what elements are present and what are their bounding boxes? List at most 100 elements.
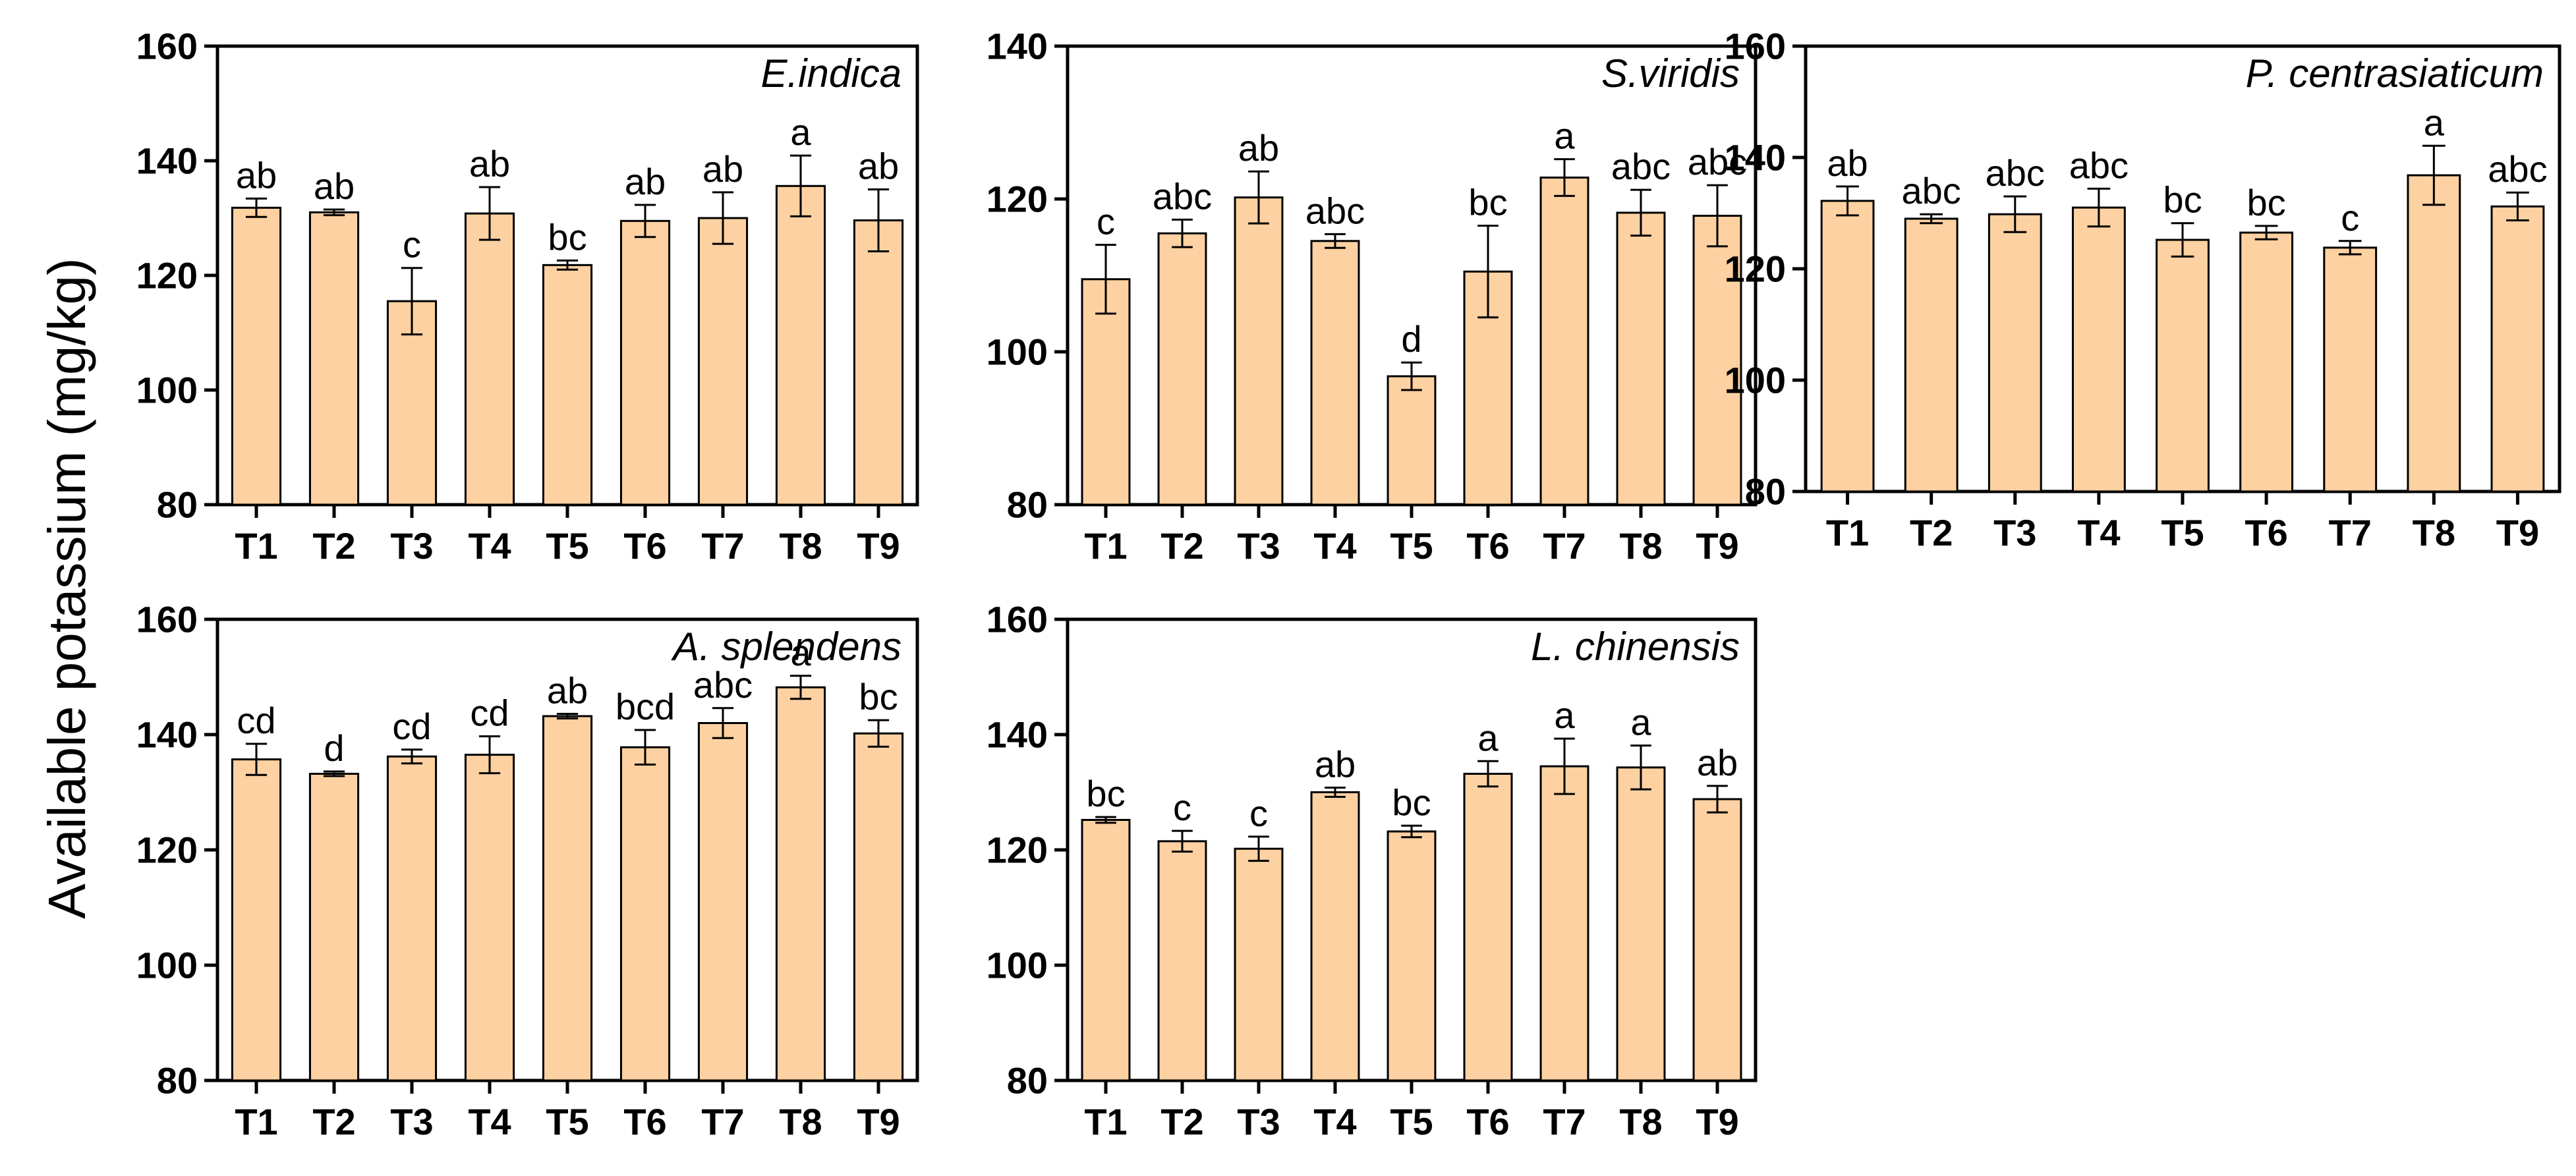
significance-letter: bc [1468,182,1507,223]
significance-letter: c [403,224,421,266]
significance-letter: abc [1688,141,1747,182]
bar-t8 [2407,174,2461,493]
x-tick-label: T2 [1910,512,1953,553]
bar-t1 [231,758,282,1082]
y-tick-label: 140 [136,140,198,182]
significance-letter: bc [548,216,587,258]
x-tick-label: T6 [2245,512,2287,553]
significance-letter: bc [1392,781,1431,823]
panel-title: A. splendens [671,625,902,669]
x-tick-label: T8 [779,1101,822,1142]
bar-t1 [231,206,282,506]
significance-letter: abc [693,664,753,706]
bar-t9 [853,732,904,1082]
panel-e-indica: E.indica 80 100 120 140 160 ab T1 ab T2 c T3 ab T4 bc… [136,26,919,567]
bar-t1 [1820,200,1875,493]
x-tick-label: T2 [312,525,355,567]
y-tick-label: 140 [987,26,1048,67]
significance-letter: ab [702,148,743,190]
x-tick-label: T7 [701,525,744,567]
panel-p-centrasiaticum: P. centrasiaticum 80100120140160abT1abcT… [1725,26,2562,553]
panel-title: L. chinensis [1531,625,1740,669]
y-tick-label: 140 [987,714,1048,756]
bar-t9 [853,219,904,506]
significance-letter: ab [1697,742,1738,783]
significance-letter: bc [2247,182,2286,223]
panel-title: P. centrasiaticum [2246,51,2544,96]
y-tick-label: 120 [987,179,1048,220]
bar-t5 [2156,238,2210,493]
x-tick-label: T9 [1696,1101,1738,1142]
y-tick-label: 120 [1725,248,1786,290]
x-tick-label: T8 [2413,512,2455,553]
significance-letter: d [324,727,344,769]
significance-letter: c [1097,201,1115,242]
significance-letter: a [1554,694,1575,736]
bar-t8 [775,686,826,1082]
y-tick-label: 80 [1007,1060,1048,1102]
significance-letter: a [1477,717,1499,758]
panel-title: E.indica [761,51,902,96]
significance-letter: a [2424,101,2445,143]
panel-title: S.viridis [1601,51,1740,96]
x-tick-label: T6 [623,525,666,567]
bar-t8 [775,184,826,506]
significance-letter: bc [2163,179,2202,221]
y-axis-title: Available potassium (mg/kg) [38,258,96,918]
significance-letter: abc [2488,148,2547,190]
significance-letter: ab [625,161,666,202]
significance-letter: ab [236,154,277,196]
y-tick-label: 160 [136,599,198,640]
x-tick-label: T1 [1826,512,1869,553]
x-tick-label: T3 [1237,525,1280,567]
significance-letter: a [1630,702,1651,743]
x-tick-label: T2 [1160,1101,1203,1142]
significance-letter: ab [1827,142,1868,184]
significance-letter: abc [1611,146,1671,187]
bar-t9 [1692,215,1742,506]
bar-t9 [2490,205,2545,493]
bar-plot: 80 100 120 140 160 ab T1 abc T2 abc T3 abc T4 bc T5 bc T… [1725,26,2562,553]
x-tick-label: T3 [390,525,433,567]
x-tick-label: T4 [468,1101,511,1142]
significance-letter: abc [1902,170,1961,211]
bar-t7 [697,722,749,1082]
significance-letter: c [1173,787,1191,828]
x-tick-label: T1 [1084,1101,1127,1142]
bar-t6 [619,746,671,1082]
x-tick-label: T3 [1237,1101,1280,1142]
y-tick-label: 100 [987,945,1048,986]
bar-t7 [697,217,749,506]
x-tick-label: T5 [546,1101,588,1142]
x-tick-label: T3 [390,1101,433,1142]
significance-letter: ab [1315,744,1356,785]
significance-letter: bc [1086,773,1125,814]
bar-plot: 80 100 120 140 160 bc T1 c T2 c T3 ab T4 bc T5 a T6 a T7 a T… [987,599,1758,1142]
significance-letter: bcd [615,686,675,727]
significance-letter: abc [1153,175,1212,217]
significance-letter: ab [469,143,510,184]
panel-l-chinensis: L. chinensis 80 100 120 140 160 bc T1 c T2 c T3 ab T… [987,599,1758,1142]
significance-letter: a [790,632,811,673]
x-tick-label: T1 [235,1101,277,1142]
bar-t5 [1387,830,1437,1082]
x-tick-label: T6 [623,1101,666,1142]
bar-t3 [1234,847,1284,1082]
panel-a-splendens: A. splendens 80100120140160cdT1dT2cdT3cd… [136,599,919,1142]
x-tick-label: T8 [1619,525,1662,567]
significance-letter: abc [2069,144,2129,186]
bar-t2 [308,211,360,506]
x-tick-label: T9 [2496,512,2539,553]
x-tick-label: T7 [1543,525,1586,567]
bar-t6 [2239,231,2294,493]
bar-t2 [308,773,360,1082]
bar-t6 [1463,773,1513,1082]
x-tick-label: T9 [1696,525,1738,567]
bar-t8 [1616,211,1666,506]
significance-letter: a [1554,115,1575,157]
y-tick-label: 140 [1725,137,1786,179]
y-tick-label: 140 [136,714,198,756]
y-tick-label: 160 [987,599,1048,640]
y-tick-label: 100 [136,945,198,986]
